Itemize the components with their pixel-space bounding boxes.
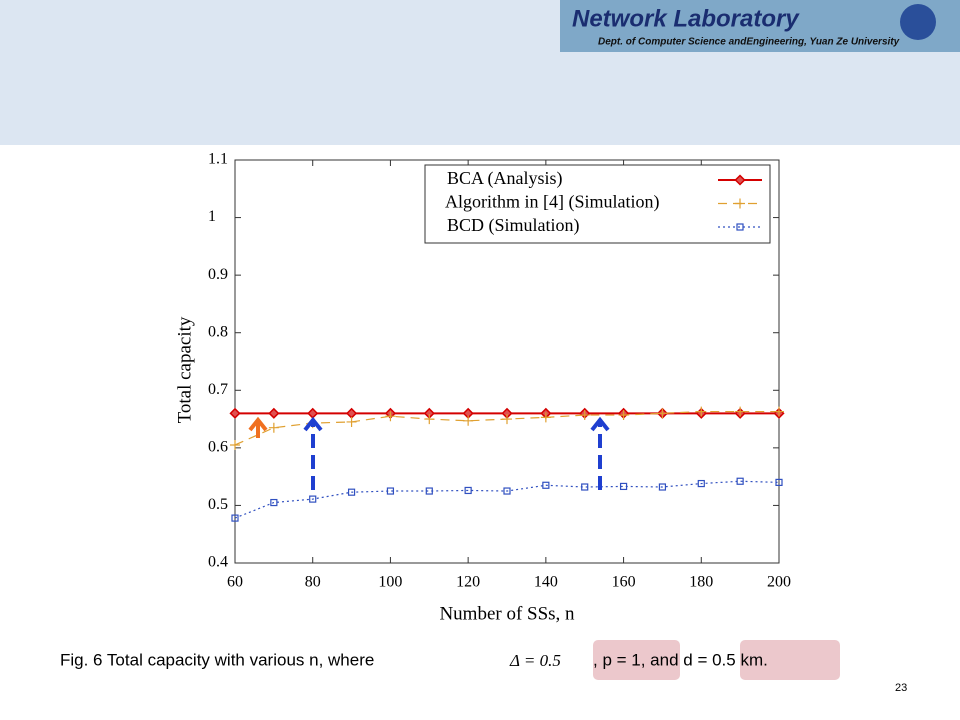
marker xyxy=(502,414,512,425)
marker xyxy=(774,406,784,417)
marker xyxy=(697,479,705,488)
marker xyxy=(542,481,550,489)
logo-subtitle: Dept. of Computer Science andEngineering… xyxy=(598,37,900,48)
marker xyxy=(425,487,433,495)
y-tick-label: 1.1 xyxy=(208,151,228,168)
x-tick-label: 160 xyxy=(612,574,636,591)
marker xyxy=(231,514,239,522)
caption-rest: , p = 1, and d = 0.5 km. xyxy=(593,650,768,669)
marker xyxy=(619,482,628,491)
legend xyxy=(424,164,771,244)
caption: Fig. 6 Total capacity with various n, wh… xyxy=(60,650,374,669)
marker xyxy=(268,407,280,419)
arrow-head xyxy=(303,416,323,432)
marker xyxy=(229,407,241,419)
marker xyxy=(385,411,396,422)
marker xyxy=(735,198,745,209)
highlight xyxy=(593,640,680,680)
x-tick-label: 180 xyxy=(689,574,713,591)
marker xyxy=(579,410,590,421)
logo-title: Network Laboratory xyxy=(572,5,800,32)
marker xyxy=(346,416,357,427)
series-line xyxy=(234,480,780,519)
y-tick-label: 0.8 xyxy=(208,323,228,340)
marker xyxy=(736,223,744,231)
x-tick-label: 140 xyxy=(534,574,558,591)
marker xyxy=(463,415,474,426)
arrow-head xyxy=(248,416,268,432)
chart: 0.4 0.5 0.6 0.7 0.8 0.9 1 1.1 60 80 100 120 140 160 18… xyxy=(174,151,791,625)
marker xyxy=(386,487,395,495)
marker xyxy=(424,414,435,425)
x-tick-label: 200 xyxy=(767,574,791,591)
x-tick-label: 100 xyxy=(378,574,402,591)
x-axis-label: Number of SSs, n xyxy=(439,603,575,624)
marker xyxy=(736,477,744,485)
marker xyxy=(581,483,589,491)
marker xyxy=(347,488,356,496)
y-tick-label: 0.6 xyxy=(208,439,228,456)
marker xyxy=(309,495,317,503)
marker xyxy=(230,439,240,450)
highlight xyxy=(740,640,840,680)
marker xyxy=(270,498,278,507)
marker xyxy=(775,478,783,486)
marker xyxy=(735,406,746,417)
arrow-head xyxy=(590,416,610,432)
y-tick-label: 0.4 xyxy=(208,554,228,571)
legend-label: Algorithm in [4] (Simulation) xyxy=(445,192,659,213)
page-number: 23 xyxy=(895,682,907,694)
marker xyxy=(540,412,551,423)
y-tick-label: 0.9 xyxy=(208,266,228,283)
caption-math: Δ = 0.5 xyxy=(509,651,561,670)
logo xyxy=(560,0,960,52)
x-tick-label: 80 xyxy=(305,574,321,591)
logo-globe xyxy=(900,4,936,40)
arrows xyxy=(248,416,610,490)
marker xyxy=(268,422,279,433)
marker xyxy=(696,406,707,417)
marker xyxy=(658,483,667,491)
y-axis-label: Total capacity xyxy=(174,316,195,423)
legend-label: BCD (Simulation) xyxy=(447,215,580,236)
marker xyxy=(657,408,668,419)
plot-frame xyxy=(234,159,780,564)
marker xyxy=(307,407,319,419)
marker xyxy=(618,410,629,421)
x-tick-label: 120 xyxy=(456,574,480,591)
marker xyxy=(346,407,358,419)
y-tick-label: 0.5 xyxy=(208,496,228,513)
marker xyxy=(503,487,511,495)
y-tick-label: 0.7 xyxy=(208,381,228,398)
x-tick-label: 60 xyxy=(227,574,243,591)
legend-label: BCA (Analysis) xyxy=(447,168,563,189)
y-tick-label: 1 xyxy=(208,208,216,225)
marker xyxy=(734,174,746,186)
marker xyxy=(464,486,472,495)
